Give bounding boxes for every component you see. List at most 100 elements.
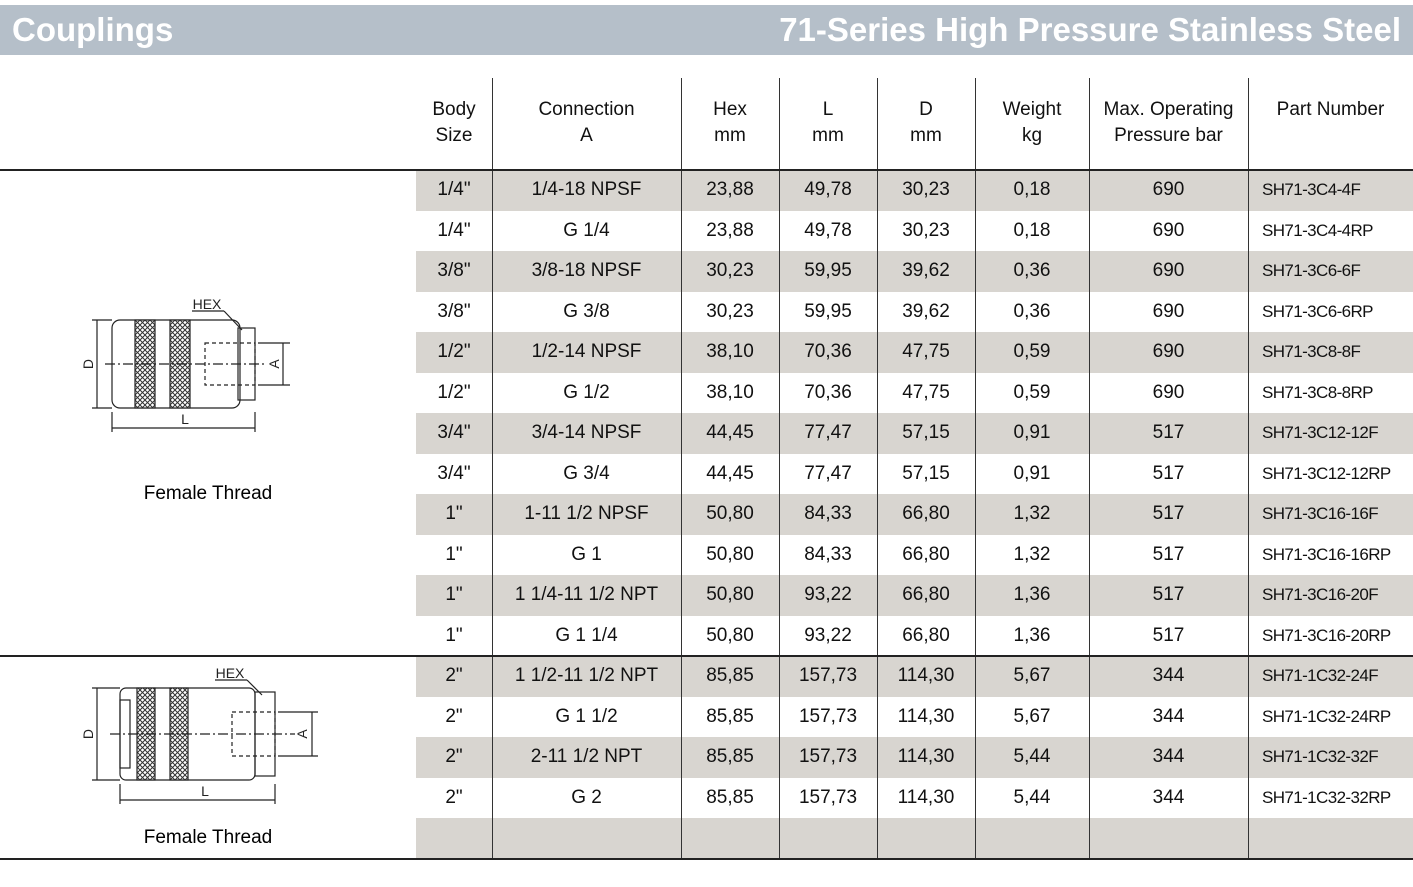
table-cell: 50,80 xyxy=(706,543,754,565)
table-cell: 344 xyxy=(1152,786,1185,808)
table-cell: 44,45 xyxy=(706,422,754,444)
table-cell: 1" xyxy=(445,624,463,646)
table-cell: SH71-3C4-4F xyxy=(1262,180,1361,200)
column-divider xyxy=(1248,78,1249,859)
table-cell: 5,44 xyxy=(1013,746,1051,768)
column-divider xyxy=(1089,78,1090,859)
row-shade xyxy=(416,575,1413,616)
table-cell: 38,10 xyxy=(706,381,754,403)
column-header: Weight kg xyxy=(975,97,1089,149)
table-cell: 84,33 xyxy=(804,543,852,565)
row-shade xyxy=(416,656,1413,697)
table-cell: 690 xyxy=(1152,300,1185,322)
table-cell: 114,30 xyxy=(897,746,955,768)
row-shade xyxy=(416,170,1413,211)
hex-label: HEX xyxy=(193,296,222,312)
column-header-line: mm xyxy=(812,125,844,146)
column-header: Max. Operating Pressure bar xyxy=(1089,97,1248,149)
table-cell: 47,75 xyxy=(902,381,950,403)
table-cell: 30,23 xyxy=(902,219,950,241)
column-header-line: mm xyxy=(910,125,942,146)
table-cell: SH71-3C16-16RP xyxy=(1262,544,1391,564)
coupling-drawing-2 xyxy=(92,679,318,804)
table-cell: G 1 1/2 xyxy=(555,705,618,727)
table-cell: SH71-3C8-8F xyxy=(1262,342,1361,362)
column-header-line: D xyxy=(919,99,933,120)
table-cell: 114,30 xyxy=(897,786,955,808)
table-cell: 1/2-14 NPSF xyxy=(531,341,642,363)
table-cell: 1/4" xyxy=(437,219,471,241)
row-shade xyxy=(416,332,1413,373)
d-label: D xyxy=(80,729,96,739)
table-cell: 344 xyxy=(1152,665,1185,687)
l-label: L xyxy=(201,783,209,799)
column-header: Hex mm xyxy=(681,97,779,149)
table-cell: G 2 xyxy=(571,786,602,808)
table-cell: 690 xyxy=(1152,381,1185,403)
table-cell: 1 1/4-11 1/2 NPT xyxy=(514,584,659,606)
table-cell: 3/8" xyxy=(437,300,471,322)
table-cell: 114,30 xyxy=(897,665,955,687)
d-label: D xyxy=(80,359,96,369)
table-cell: 1,32 xyxy=(1013,503,1051,525)
column-header-line: Weight xyxy=(1002,99,1062,120)
table-cell: 3/4" xyxy=(437,462,471,484)
table-cell: 59,95 xyxy=(804,300,852,322)
table-cell: 3/4-14 NPSF xyxy=(531,422,642,444)
table-cell: 50,80 xyxy=(706,624,754,646)
table-cell: 23,88 xyxy=(706,219,754,241)
table-cell: 85,85 xyxy=(706,705,754,727)
table-cell: SH71-1C32-24RP xyxy=(1262,706,1391,726)
table-cell: 66,80 xyxy=(902,503,950,525)
table-cell: 5,67 xyxy=(1013,665,1051,687)
table-cell: 1" xyxy=(445,503,463,525)
table-cell: 66,80 xyxy=(902,624,950,646)
header-title: Couplings xyxy=(12,11,174,48)
table-cell: 0,59 xyxy=(1013,381,1051,403)
table-cell: 2" xyxy=(445,786,463,808)
column-header-line: kg xyxy=(1021,125,1043,146)
table-cell: 690 xyxy=(1152,179,1185,201)
table-cell: 517 xyxy=(1152,624,1185,646)
table-cell: 59,95 xyxy=(804,260,852,282)
table-cell: 2" xyxy=(445,705,463,727)
table-cell: G 1/2 xyxy=(563,381,610,403)
table-cell: 1-11 1/2 NPSF xyxy=(524,503,649,525)
table-cell: 690 xyxy=(1152,341,1185,363)
column-divider xyxy=(681,78,682,859)
row-shade xyxy=(416,494,1413,535)
table-cell: 5,44 xyxy=(1013,786,1051,808)
table-cell: 2" xyxy=(445,665,463,687)
column-header-line: mm xyxy=(714,125,746,146)
column-header: Connection A xyxy=(492,97,681,149)
table-cell: 1/2" xyxy=(437,341,471,363)
column-divider xyxy=(492,78,493,859)
caption: Female Thread xyxy=(143,827,273,848)
table-cell: 517 xyxy=(1152,503,1185,525)
row-shade xyxy=(416,413,1413,454)
diagrams: HEX D A L HEX D A L xyxy=(80,296,318,804)
table-cell: SH71-1C32-32F xyxy=(1262,747,1379,767)
caption: Female Thread xyxy=(143,483,273,504)
table-cell: SH71-3C6-6RP xyxy=(1262,301,1374,321)
table-cell: SH71-1C32-24F xyxy=(1262,666,1379,686)
header-bar xyxy=(0,5,1413,55)
header-subtitle: 71-Series High Pressure Stainless Steel xyxy=(779,11,1401,48)
table-cell: 30,23 xyxy=(902,179,950,201)
table-cell: 49,78 xyxy=(804,219,852,241)
column-header-line: Pressure bar xyxy=(1114,125,1223,146)
hex-label: HEX xyxy=(216,665,245,681)
table-cell: 114,30 xyxy=(897,705,955,727)
table-cell: 70,36 xyxy=(804,341,852,363)
table-cell: 0,36 xyxy=(1013,260,1051,282)
table-cell: 1,32 xyxy=(1013,543,1051,565)
table-cell: 157,73 xyxy=(798,786,858,808)
row-shade xyxy=(416,737,1413,778)
table-cell: 93,22 xyxy=(804,624,852,646)
table-cell: 3/8" xyxy=(437,260,471,282)
table-cell: 66,80 xyxy=(902,584,950,606)
row-shade xyxy=(416,818,1413,859)
l-label: L xyxy=(181,411,189,427)
